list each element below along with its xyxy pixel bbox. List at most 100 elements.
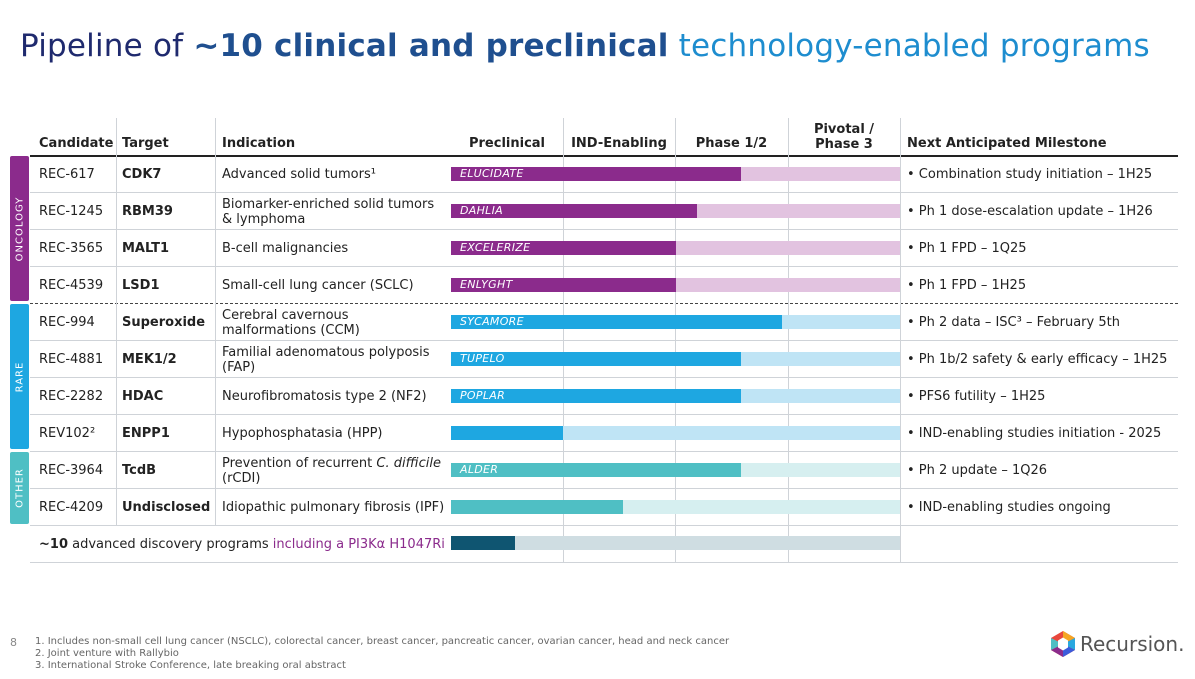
indication-cell: Cerebral cavernous malformations (CCM) xyxy=(222,308,360,338)
column-divider xyxy=(116,118,117,525)
milestone-cell: • IND-enabling studies ongoing xyxy=(907,500,1111,515)
recursion-logo-icon xyxy=(1051,631,1075,657)
indication-cell: Small-cell lung cancer (SCLC) xyxy=(222,278,414,293)
indication-cell: Advanced solid tumors¹ xyxy=(222,167,376,182)
column-divider xyxy=(675,118,676,562)
milestone-cell: • IND-enabling studies initiation - 2025 xyxy=(907,426,1162,441)
row-divider xyxy=(30,525,1178,526)
indication-text: Prevention of recurrent xyxy=(222,456,377,471)
header-ind-enabling: IND-Enabling xyxy=(571,136,667,151)
progress-track: EXCELERIZE xyxy=(451,241,900,255)
progress-bar: EXCELERIZE xyxy=(451,241,676,255)
progress-track xyxy=(451,500,900,514)
column-divider xyxy=(788,118,789,562)
milestone-cell: • Combination study initiation – 1H25 xyxy=(907,167,1153,182)
progress-bar: DAHLIA xyxy=(451,204,697,218)
footnote-3: 3. International Stroke Conference, late… xyxy=(35,660,346,671)
column-divider xyxy=(563,118,564,562)
row-divider xyxy=(30,377,1178,378)
indication-cell: Familial adenomatous polyposis (FAP) xyxy=(222,345,430,375)
title-tail: technology-enabled programs xyxy=(668,28,1150,64)
discovery-text: advanced discovery programs xyxy=(67,537,273,552)
indication-italic: C. difficile xyxy=(376,456,441,471)
candidate-cell: REC-994 xyxy=(39,315,95,330)
group-oncology-label: ONCOLOGY xyxy=(14,196,25,261)
progress-bar xyxy=(451,426,563,440)
candidate-cell: REC-3565 xyxy=(39,241,104,256)
row-divider xyxy=(30,192,1178,193)
indication-cell: Neurofibromatosis type 2 (NF2) xyxy=(222,389,427,404)
group-rare: RARE xyxy=(10,304,29,449)
group-rare-label: RARE xyxy=(14,361,25,392)
target-cell: MEK1/2 xyxy=(122,352,177,367)
target-cell: Undisclosed xyxy=(122,500,211,515)
target-cell: CDK7 xyxy=(122,167,162,182)
row-divider xyxy=(30,340,1178,341)
progress-track: ELUCIDATE xyxy=(451,167,900,181)
candidate-cell: REC-4209 xyxy=(39,500,104,515)
group-other-label: OTHER xyxy=(14,468,25,508)
recursion-logo-text: Recursion. xyxy=(1080,632,1185,656)
group-other: OTHER xyxy=(10,452,29,524)
target-cell: HDAC xyxy=(122,389,164,404)
footnote-2: 2. Joint venture with Rallybio xyxy=(35,648,179,659)
progress-bar: ELUCIDATE xyxy=(451,167,741,181)
program-name: DAHLIA xyxy=(460,204,503,217)
milestone-cell: • Ph 1b/2 safety & early efficacy – 1H25 xyxy=(907,352,1168,367)
milestone-cell: • Ph 2 update – 1Q26 xyxy=(907,463,1048,478)
header-pivotal-line2: Phase 3 xyxy=(815,137,873,152)
row-divider xyxy=(30,414,1178,415)
program-name: ENLYGHT xyxy=(460,278,513,291)
progress-track: POPLAR xyxy=(451,389,900,403)
candidate-cell: REC-4539 xyxy=(39,278,104,293)
indication-cell: Hypophosphatasia (HPP) xyxy=(222,426,383,441)
header-candidate: Candidate xyxy=(39,136,114,151)
indication-cell: Prevention of recurrent C. difficile (rCD… xyxy=(222,456,441,486)
row-divider xyxy=(30,562,1178,563)
milestone-cell: • PFS6 futility – 1H25 xyxy=(907,389,1046,404)
target-cell: TcdB xyxy=(122,463,157,478)
header-milestone: Next Anticipated Milestone xyxy=(907,136,1107,151)
header-pivotal: Pivotal / Phase 3 xyxy=(788,122,900,152)
milestone-cell: • Ph 1 dose-escalation update – 1H26 xyxy=(907,204,1153,219)
progress-track: SYCAMORE xyxy=(451,315,900,329)
progress-track: ALDER xyxy=(451,463,900,477)
discovery-bold: ~10 xyxy=(39,537,68,552)
candidate-cell: REV102² xyxy=(39,426,96,441)
program-name: ELUCIDATE xyxy=(460,167,524,180)
candidate-cell: REC-4881 xyxy=(39,352,104,367)
target-cell: ENPP1 xyxy=(122,426,170,441)
column-divider xyxy=(215,118,216,525)
title-prefix: Pipeline of xyxy=(20,28,194,64)
candidate-cell: REC-3964 xyxy=(39,463,104,478)
progress-track: DAHLIA xyxy=(451,204,900,218)
footnotes: 1. Includes non-small cell lung cancer (… xyxy=(35,636,729,672)
target-cell: RBM39 xyxy=(122,204,173,219)
footnote-1: 1. Includes non-small cell lung cancer (… xyxy=(35,636,730,647)
row-divider xyxy=(30,155,1178,157)
program-name: EXCELERIZE xyxy=(460,241,531,254)
program-name: POPLAR xyxy=(460,389,506,402)
candidate-cell: REC-617 xyxy=(39,167,95,182)
program-name: SYCAMORE xyxy=(460,315,524,328)
header-phase12: Phase 1/2 xyxy=(695,136,768,151)
indication-text-2: (rCDI) xyxy=(222,471,261,486)
row-divider xyxy=(30,303,1178,304)
discovery-highlight: including a PI3Kα H1047Ri xyxy=(272,537,445,552)
candidate-cell: REC-1245 xyxy=(39,204,104,219)
row-divider xyxy=(30,266,1178,267)
progress-bar: SYCAMORE xyxy=(451,315,782,329)
discovery-label: ~10 advanced discovery programs includin… xyxy=(39,537,445,552)
indication-cell: Idiopathic pulmonary fibrosis (IPF) xyxy=(222,500,445,515)
header-pivotal-line1: Pivotal / xyxy=(813,122,875,137)
progress-track: TUPELO xyxy=(451,352,900,366)
group-oncology: ONCOLOGY xyxy=(10,156,29,301)
progress-bar xyxy=(451,536,515,550)
row-divider xyxy=(30,229,1178,230)
milestone-cell: • Ph 1 FPD – 1Q25 xyxy=(907,241,1027,256)
milestone-cell: • Ph 1 FPD – 1H25 xyxy=(907,278,1027,293)
progress-track xyxy=(451,426,900,440)
progress-bar: TUPELO xyxy=(451,352,741,366)
indication-cell: B-cell malignancies xyxy=(222,241,349,256)
page-title: Pipeline of ~10 clinical and preclinical… xyxy=(20,28,1150,64)
